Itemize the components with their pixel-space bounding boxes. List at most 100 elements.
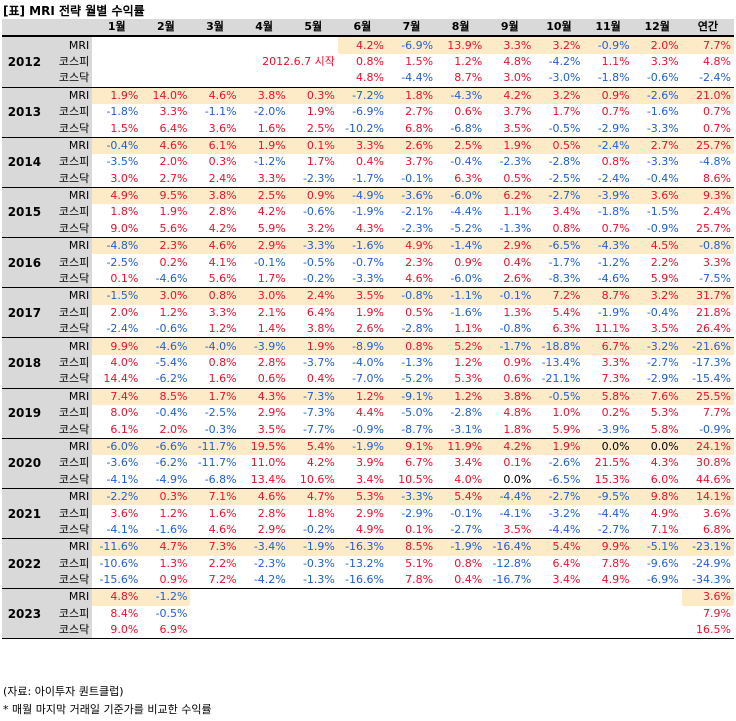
monthly-return-cell: -0.2%: [288, 521, 338, 540]
monthly-return-cell: -2.9%: [632, 371, 682, 389]
monthly-return-cell: -5.4%: [155, 356, 188, 369]
monthly-return-cell: -0.1%: [386, 170, 437, 188]
monthly-return-cell: 5.4%: [552, 305, 581, 319]
monthly-return-cell: 5.6%: [190, 270, 240, 289]
monthly-return-cell: -2.8%: [450, 406, 483, 420]
monthly-return-cell: 6.4%: [141, 120, 191, 138]
monthly-return-cell: 4.8%: [503, 54, 532, 68]
monthly-return-cell: -1.2%: [597, 255, 630, 269]
monthly-return-cell: -0.8%: [386, 287, 437, 305]
monthly-return-cell: -2.5%: [106, 255, 139, 269]
monthly-return-cell: -3.6%: [386, 187, 437, 205]
monthly-return-cell: 1.2%: [436, 388, 486, 405]
monthly-return-cell: -1.3%: [401, 356, 434, 369]
row-label: 코스피: [44, 605, 93, 623]
monthly-return-cell: 0.6%: [239, 371, 289, 389]
monthly-return-cell: 0.4%: [436, 571, 486, 590]
table-row: 코스피 8.4% -0.5% 7.9%: [2, 605, 734, 623]
monthly-return-cell: 3.5%: [485, 120, 535, 138]
monthly-return-cell: -0.8%: [485, 321, 535, 339]
column-header: 7월: [386, 19, 437, 38]
monthly-return-cell: -4.2%: [548, 54, 581, 68]
monthly-return-cell: -6.5%: [534, 471, 584, 489]
monthly-return-cell: -3.3%: [632, 120, 682, 138]
monthly-return-cell: -4.6%: [583, 270, 633, 289]
monthly-return-cell: -6.9%: [386, 36, 437, 54]
monthly-return-cell: 4.0%: [110, 356, 139, 369]
monthly-return-cell: 3.2%: [534, 87, 584, 104]
monthly-return-cell: 4.7%: [141, 538, 191, 556]
row-label: MRI: [44, 438, 93, 456]
monthly-return-cell: -7.7%: [288, 421, 338, 439]
empty-cell: [632, 605, 682, 623]
empty-cell: [190, 622, 240, 640]
monthly-return-cell: 0.8%: [356, 54, 384, 68]
monthly-return-cell: 1.9%: [159, 205, 188, 219]
row-label: 코스닥: [44, 371, 93, 389]
row-label: MRI: [44, 287, 93, 305]
table-row: 2019 MRI 7.4% 8.5% 1.7% 4.3% -7.3% 1.2% -9.1% 1.2…: [2, 388, 734, 439]
table-row: 코스닥 -15.6% 0.9% 7.2% -4.2% -1.3% -16.6% 7.8% 0.4…: [2, 571, 734, 590]
monthly-return-cell: 5.3%: [436, 371, 486, 389]
monthly-return-cell: 2.8%: [257, 356, 286, 369]
annual-return-cell: -17.3%: [692, 356, 731, 369]
monthly-return-cell: 2.2%: [650, 255, 679, 269]
monthly-return-cell: -0.5%: [155, 606, 188, 620]
monthly-return-cell: 3.3%: [337, 137, 387, 155]
column-header: 6월: [337, 19, 387, 38]
table-row: 2014 MRI -0.4% 4.6% 6.1% 1.9% 0.1% 3.3% 2.6% 2.5%…: [2, 137, 734, 188]
year-cell: 2018: [2, 337, 45, 389]
year-cell: 2020: [2, 438, 45, 489]
monthly-return-cell: 5.4%: [534, 538, 584, 556]
monthly-return-cell: 2.4%: [190, 170, 240, 188]
monthly-return-cell: 6.4%: [306, 305, 335, 319]
monthly-return-cell: -7.2%: [337, 87, 387, 104]
empty-cell: [485, 605, 535, 623]
monthly-return-cell: 4.9%: [92, 187, 142, 205]
table-row: 코스닥 4.8% -4.4% 8.7% 3.0% -3.0% -1.8% -0.6% -2.4%: [2, 70, 734, 88]
monthly-return-cell: -3.3%: [337, 270, 387, 289]
empty-cell: [337, 605, 387, 623]
source-note: (자료: 아이투자 퀀트클럽): [3, 685, 124, 698]
monthly-return-cell: -6.8%: [190, 471, 240, 489]
monthly-return-cell: -1.7%: [337, 170, 387, 188]
monthly-return-cell: -3.2%: [548, 506, 581, 520]
table-row: 2023 MRI 4.8% -1.2% 3.6%: [2, 588, 734, 640]
monthly-return-cell: 0.5%: [405, 305, 434, 319]
monthly-return-cell: -7.3%: [302, 406, 335, 420]
monthly-return-cell: -2.7%: [583, 521, 633, 540]
monthly-return-cell: -1.6%: [450, 305, 483, 319]
row-label: 코스닥: [44, 622, 93, 640]
table-row: 코스피 -3.5% 2.0% 0.3% -1.2% 1.7% 0.4% 3.7% -0.4% -2…: [2, 154, 734, 171]
monthly-return-cell: 0.4%: [503, 255, 532, 269]
monthly-return-cell: 2.3%: [141, 237, 191, 255]
monthly-return-cell: 0.3%: [141, 488, 191, 506]
monthly-return-cell: 1.9%: [356, 305, 384, 319]
monthly-return-cell: 4.2%: [190, 220, 240, 239]
monthly-return-cell: -0.1%: [485, 287, 535, 305]
monthly-return-cell: 4.8%: [337, 70, 387, 88]
monthly-return-cell: -6.0%: [436, 270, 486, 289]
monthly-return-cell: 4.8%: [503, 406, 532, 420]
table-row: 2015 MRI 4.9% 9.5% 3.8% 2.5% 0.9% -4.9% -3.6% -6.…: [2, 187, 734, 239]
monthly-return-cell: 2.1%: [257, 305, 286, 319]
monthly-return-cell: -6.5%: [534, 237, 584, 255]
monthly-return-cell: 4.7%: [288, 488, 338, 506]
monthly-return-cell: 1.8%: [485, 421, 535, 439]
monthly-return-cell: 8.0%: [110, 406, 139, 420]
monthly-return-cell: -1.9%: [597, 305, 630, 319]
monthly-returns-table: 1월 2월 3월 4월 5월 6월 7월 8월 9월 10월 11월 12월 연간 2012 MRI 4.2…: [2, 19, 734, 640]
monthly-return-cell: -2.4%: [583, 137, 633, 155]
monthly-return-cell: 9.9%: [92, 337, 142, 355]
monthly-return-cell: -0.9%: [632, 220, 682, 239]
monthly-return-cell: 7.1%: [632, 521, 682, 540]
empty-cell: [534, 588, 584, 606]
row-label: 코스닥: [44, 220, 93, 239]
annual-return-cell: 3.6%: [703, 506, 731, 520]
year-cell: 2022: [2, 538, 45, 590]
monthly-return-cell: 1.2%: [337, 388, 387, 405]
table-row: 2018 MRI 9.9% -4.6% -4.0% -3.9% 1.9% -8.9% 0.8% 5…: [2, 337, 734, 389]
row-label: 코스피: [44, 505, 93, 522]
monthly-return-cell: -1.7%: [485, 337, 535, 355]
monthly-return-cell: 5.9%: [632, 270, 682, 289]
